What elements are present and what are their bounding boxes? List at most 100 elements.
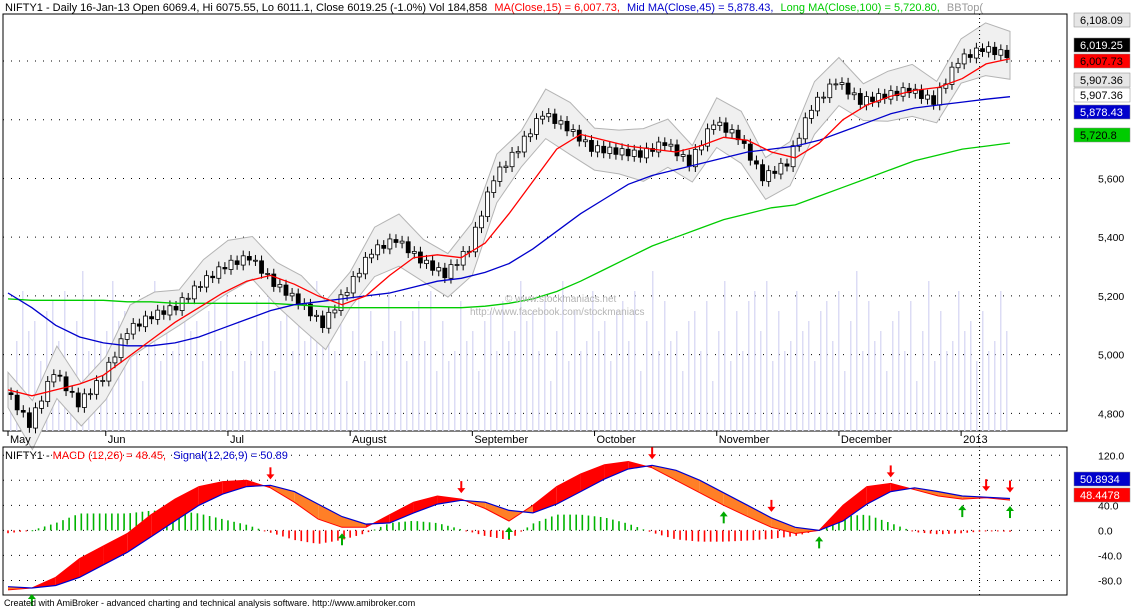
macd-signal-fill: [866, 483, 891, 505]
candle-body: [772, 170, 778, 174]
volume-bar: [700, 351, 702, 431]
macd-histogram-bar: [37, 528, 40, 531]
macd-histogram-bar: [899, 526, 901, 531]
macd-histogram-bar: [740, 530, 742, 541]
macd-histogram-bar: [752, 530, 755, 541]
macd-histogram-bar: [612, 519, 614, 531]
volume-bar: [592, 291, 594, 431]
macd-histogram-bar: [880, 519, 883, 531]
macd-histogram-bar: [990, 530, 993, 532]
candle-body: [51, 374, 57, 383]
macd-histogram-bar: [379, 526, 382, 531]
candle-body: [662, 142, 668, 146]
volume-bar: [454, 351, 456, 431]
candle-body: [888, 90, 894, 100]
volume-bar: [274, 371, 276, 431]
candle-body: [601, 145, 607, 154]
volume-bar: [958, 291, 960, 431]
candle-body: [173, 305, 179, 311]
volume-bar: [940, 311, 942, 431]
volume-bar: [880, 331, 882, 431]
volume-bar: [706, 301, 708, 431]
macd-histogram-bar: [905, 528, 907, 531]
macd-histogram-bar: [214, 517, 217, 531]
volume-bar: [388, 291, 390, 431]
candle-body: [692, 148, 698, 168]
volume-bar: [466, 341, 468, 431]
macd-histogram-bar: [227, 520, 229, 531]
x-tick-label: August: [352, 434, 386, 446]
volume-bar: [532, 311, 534, 431]
macd-histogram-bar: [581, 514, 584, 531]
volume-bar: [526, 321, 528, 431]
macd-histogram-bar: [86, 513, 89, 531]
macd-histogram-bar: [734, 530, 736, 542]
volume-bar: [736, 311, 738, 431]
macd-histogram-bar: [838, 518, 840, 531]
macd-histogram-bar: [569, 514, 571, 531]
macd-histogram-bar: [978, 530, 981, 532]
volume-bar: [196, 321, 198, 431]
macd-histogram-bar: [715, 530, 718, 542]
candle-body: [124, 333, 130, 340]
macd-header: NIFTY1 - MACD (12,26) = 48.45, Signal(12…: [5, 450, 288, 462]
volume-bar: [436, 371, 438, 431]
macd-histogram-bar: [343, 530, 345, 540]
volume-bar: [772, 361, 774, 431]
candle-body: [491, 180, 497, 193]
macd-histogram-bar: [13, 530, 15, 533]
macd-pane[interactable]: [2, 446, 1068, 596]
candle-body: [570, 129, 576, 132]
candle-body: [265, 273, 271, 275]
volume-bar: [994, 341, 996, 431]
volume-bar: [298, 301, 300, 431]
candle-body: [931, 95, 937, 105]
macd-histogram-bar: [605, 518, 608, 531]
macd-histogram-bar: [416, 521, 419, 531]
volume-bar: [838, 291, 840, 431]
macd-histogram-bar: [703, 530, 706, 542]
price-header: NIFTY1 - Daily 16-Jan-13 Open 6069.4, Hi…: [5, 2, 983, 14]
candle-body: [906, 87, 912, 94]
watermark-line1: © www.stockmaniacs.net: [505, 294, 617, 305]
volume-bar: [952, 341, 954, 431]
volume-bar: [658, 351, 660, 431]
macd-signal-fill: [222, 480, 247, 495]
candle-body: [253, 259, 258, 262]
macd-badge-box: [1073, 487, 1131, 503]
macd-histogram-bar: [856, 515, 859, 531]
macd-histogram-bar: [245, 524, 248, 531]
macd-y-tick-label: -80.0: [1098, 575, 1122, 587]
bbtop-label: BBTop(: [947, 2, 983, 14]
volume-bar: [502, 301, 504, 431]
candle-body: [136, 323, 142, 327]
candle-body: [735, 129, 741, 141]
volume-bar: [412, 311, 414, 431]
macd-histogram-bar: [935, 530, 938, 535]
candle-body: [992, 46, 998, 56]
sell-arrow-icon: [266, 474, 275, 480]
candle-body: [460, 251, 466, 266]
macd-histogram-bar: [263, 530, 266, 532]
candle-body: [741, 139, 747, 144]
candle-body: [350, 275, 356, 294]
volume-bar: [784, 351, 786, 431]
volume-bar: [1000, 291, 1002, 431]
volume-bar: [820, 311, 822, 431]
candle-body: [338, 294, 344, 311]
macd-histogram-bar: [373, 529, 376, 531]
volume-bar: [814, 361, 816, 431]
price-pane[interactable]: [2, 13, 1068, 432]
macd-histogram-bar: [471, 530, 474, 533]
candle-body: [424, 259, 429, 265]
macd-histogram-bar: [862, 514, 865, 531]
macd-histogram-bar: [587, 515, 590, 531]
candle-body: [143, 315, 148, 328]
candle-body: [289, 292, 295, 297]
macd-histogram-bar: [911, 530, 914, 532]
candle-body: [729, 129, 735, 134]
volume-bar: [730, 361, 732, 431]
volume-bar: [190, 331, 192, 431]
candle-body: [546, 113, 552, 118]
